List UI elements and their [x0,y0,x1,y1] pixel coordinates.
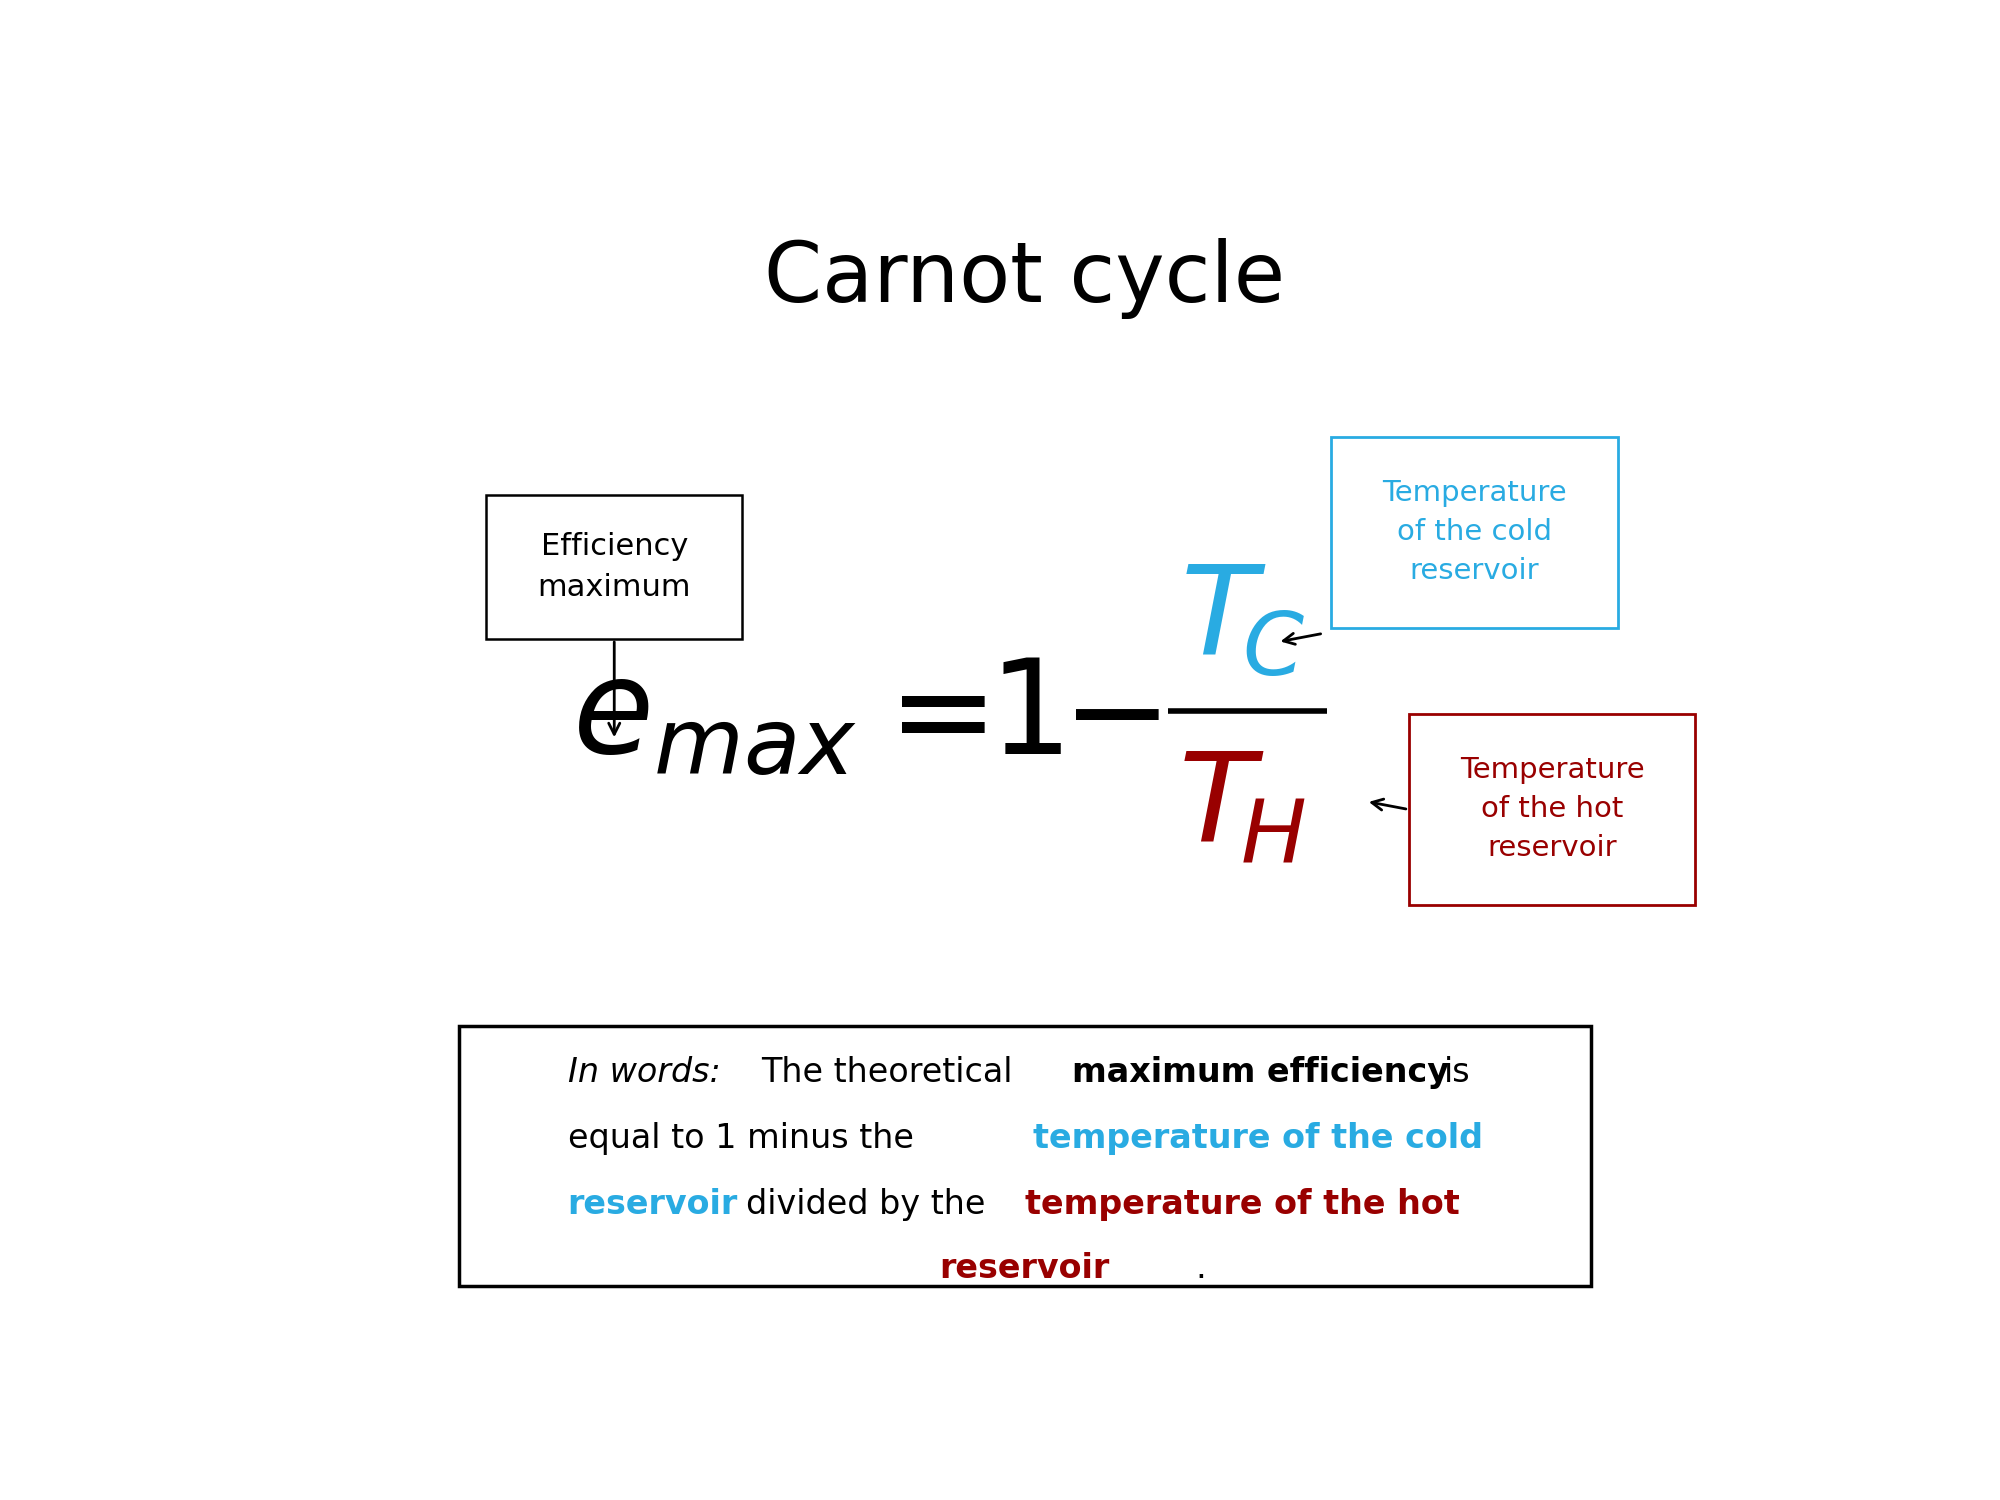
Text: In words: The theoretical maximum efficiency is: In words: The theoretical maximum effici… [624,1056,1426,1089]
Text: Temperature
of the hot
reservoir: Temperature of the hot reservoir [1460,756,1644,862]
FancyBboxPatch shape [1332,436,1618,627]
Text: $\mathit{T}_{\!\mathit{H}}$: $\mathit{T}_{\!\mathit{H}}$ [1178,747,1306,867]
Text: In words:: In words: [568,1056,720,1089]
Text: $1$: $1$ [988,652,1062,782]
Text: $=$: $=$ [862,652,986,782]
FancyBboxPatch shape [1408,714,1696,904]
Text: divided by the: divided by the [746,1188,986,1221]
Text: Temperature
of the cold
reservoir: Temperature of the cold reservoir [1382,480,1566,585]
Text: reservoir: reservoir [568,1188,738,1221]
Text: $-$: $-$ [1060,652,1160,782]
Text: is: is [1444,1056,1470,1089]
Text: .: . [1196,1251,1206,1284]
Text: $\mathit{e}_{max}$: $\mathit{e}_{max}$ [572,652,858,782]
Text: reservoir: reservoir [940,1251,1110,1284]
Text: temperature of the hot: temperature of the hot [1024,1188,1460,1221]
FancyBboxPatch shape [486,495,742,639]
Text: The theoretical: The theoretical [762,1056,1014,1089]
Text: equal to 1 minus the: equal to 1 minus the [568,1122,914,1155]
Text: maximum efficiency: maximum efficiency [1072,1056,1448,1089]
Text: $\mathit{T}_{\!\mathit{C}}$: $\mathit{T}_{\!\mathit{C}}$ [1180,561,1304,681]
Text: Efficiency
maximum: Efficiency maximum [538,532,692,602]
FancyBboxPatch shape [460,1026,1590,1286]
Text: temperature of the cold: temperature of the cold [1032,1122,1482,1155]
Text: Carnot cycle: Carnot cycle [764,237,1286,318]
